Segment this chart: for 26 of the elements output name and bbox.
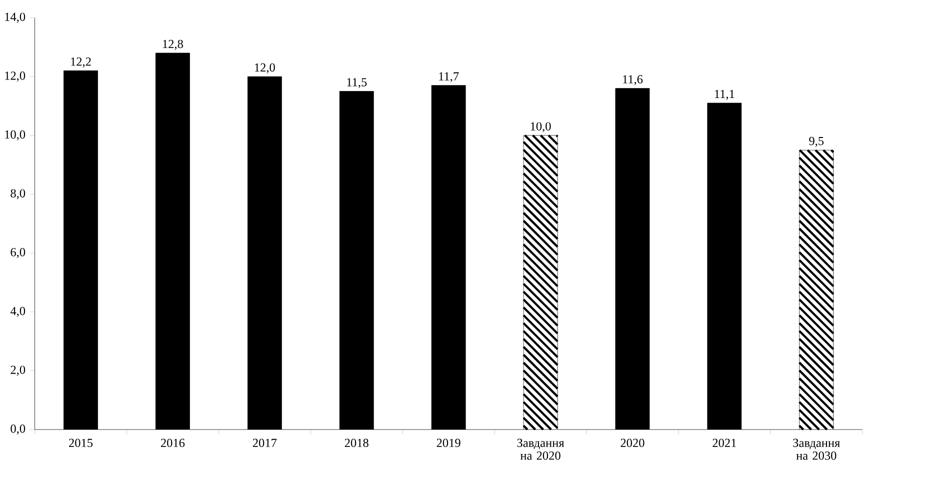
x-tick-label: 2019: [436, 438, 460, 448]
data-label: 10,0: [530, 122, 551, 132]
data-label: 12,2: [71, 58, 91, 68]
y-tick-label: 0,0: [10, 424, 26, 435]
x-tick-label: 2021: [712, 438, 736, 448]
x-tick-label: Завдання на 2030: [793, 438, 840, 460]
data-label: 11,1: [715, 90, 734, 100]
x-tick-label: 2020: [620, 438, 644, 448]
data-label: 9,5: [809, 137, 824, 148]
y-tick-label: 10,0: [5, 130, 26, 141]
data-label: 11,7: [439, 72, 459, 82]
x-tick-label: 2015: [69, 438, 93, 448]
y-tick-label: 12,0: [5, 72, 26, 82]
x-tick-label: 2018: [344, 438, 368, 448]
y-tick-label: 4,0: [10, 307, 26, 318]
y-tick-label: 6,0: [10, 248, 26, 258]
y-tick-label: 2,0: [10, 366, 26, 376]
x-tick-label: 2016: [160, 438, 185, 448]
x-tick-label: 2017: [252, 438, 277, 448]
y-tick-label: 8,0: [10, 189, 26, 200]
data-label: 12,8: [163, 40, 183, 50]
y-tick-label: 14,0: [5, 12, 26, 23]
data-label: 12,0: [255, 64, 275, 74]
data-label: 11,6: [623, 75, 643, 86]
data-label: 11,5: [347, 78, 367, 88]
x-tick-label: Завдання на 2020: [517, 438, 564, 460]
